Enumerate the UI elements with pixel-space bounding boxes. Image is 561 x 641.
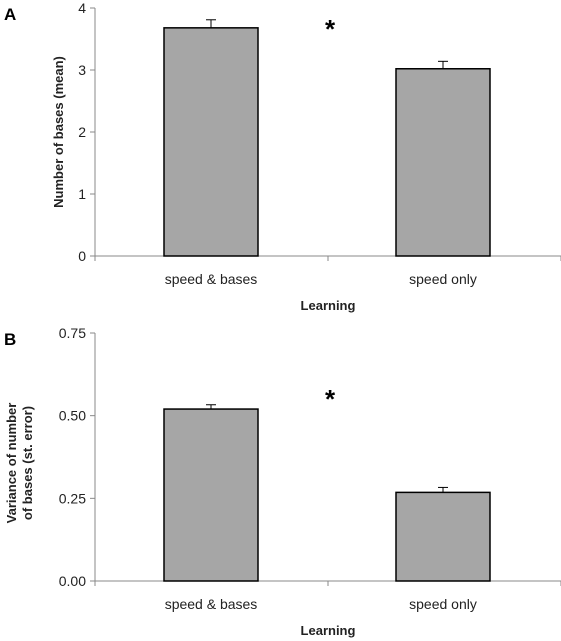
panel-a-category-label: speed & bases [165,271,258,287]
panel-a-x-axis-title: Learning [301,298,356,313]
panel-b-bars [163,404,491,582]
panel-b-significance-marker: * [325,384,336,414]
panel-b-y-axis-title-line-2: of bases (st. error) [20,406,35,520]
b-bar [163,408,259,582]
b-y-tick-label: 0.00 [59,573,86,589]
panel-b-category-label: speed only [409,596,477,612]
panel-b-category-label: speed & bases [165,596,258,612]
panel-a-bars [163,19,491,257]
b-bar [395,491,491,582]
a-y-tick-label: 2 [78,124,86,140]
panel-b-label: B [4,330,16,349]
panel-b: B 0.00 0.25 0.50 0.75 * speed & bases speed… [4,325,561,638]
b-y-tick-label: 0.75 [59,325,86,341]
panel-a-significance-marker: * [325,14,336,44]
b-y-tick-label: 0.25 [59,490,86,506]
b-y-tick-label: 0.50 [59,408,86,424]
a-y-tick-label: 3 [78,62,86,78]
panel-a-y-ticks: 0 1 2 3 4 [78,0,561,264]
panel-b-y-ticks: 0.00 0.25 0.50 0.75 [59,325,561,589]
a-bar [395,68,491,257]
a-y-tick-label: 0 [78,248,86,264]
a-bar [163,27,259,257]
panel-a-y-axis-title: Number of bases (mean) [51,56,66,208]
a-y-tick-label: 4 [78,0,86,16]
panel-a-category-label: speed only [409,271,477,287]
panel-a-label: A [4,5,16,24]
panel-b-y-axis-title-line-1: Variance of number [4,403,19,524]
a-y-tick-label: 1 [78,186,86,202]
panel-a: A 0 1 2 3 4 * speed & bases speed only Learn… [4,0,561,313]
panel-b-x-axis-title: Learning [301,623,356,638]
